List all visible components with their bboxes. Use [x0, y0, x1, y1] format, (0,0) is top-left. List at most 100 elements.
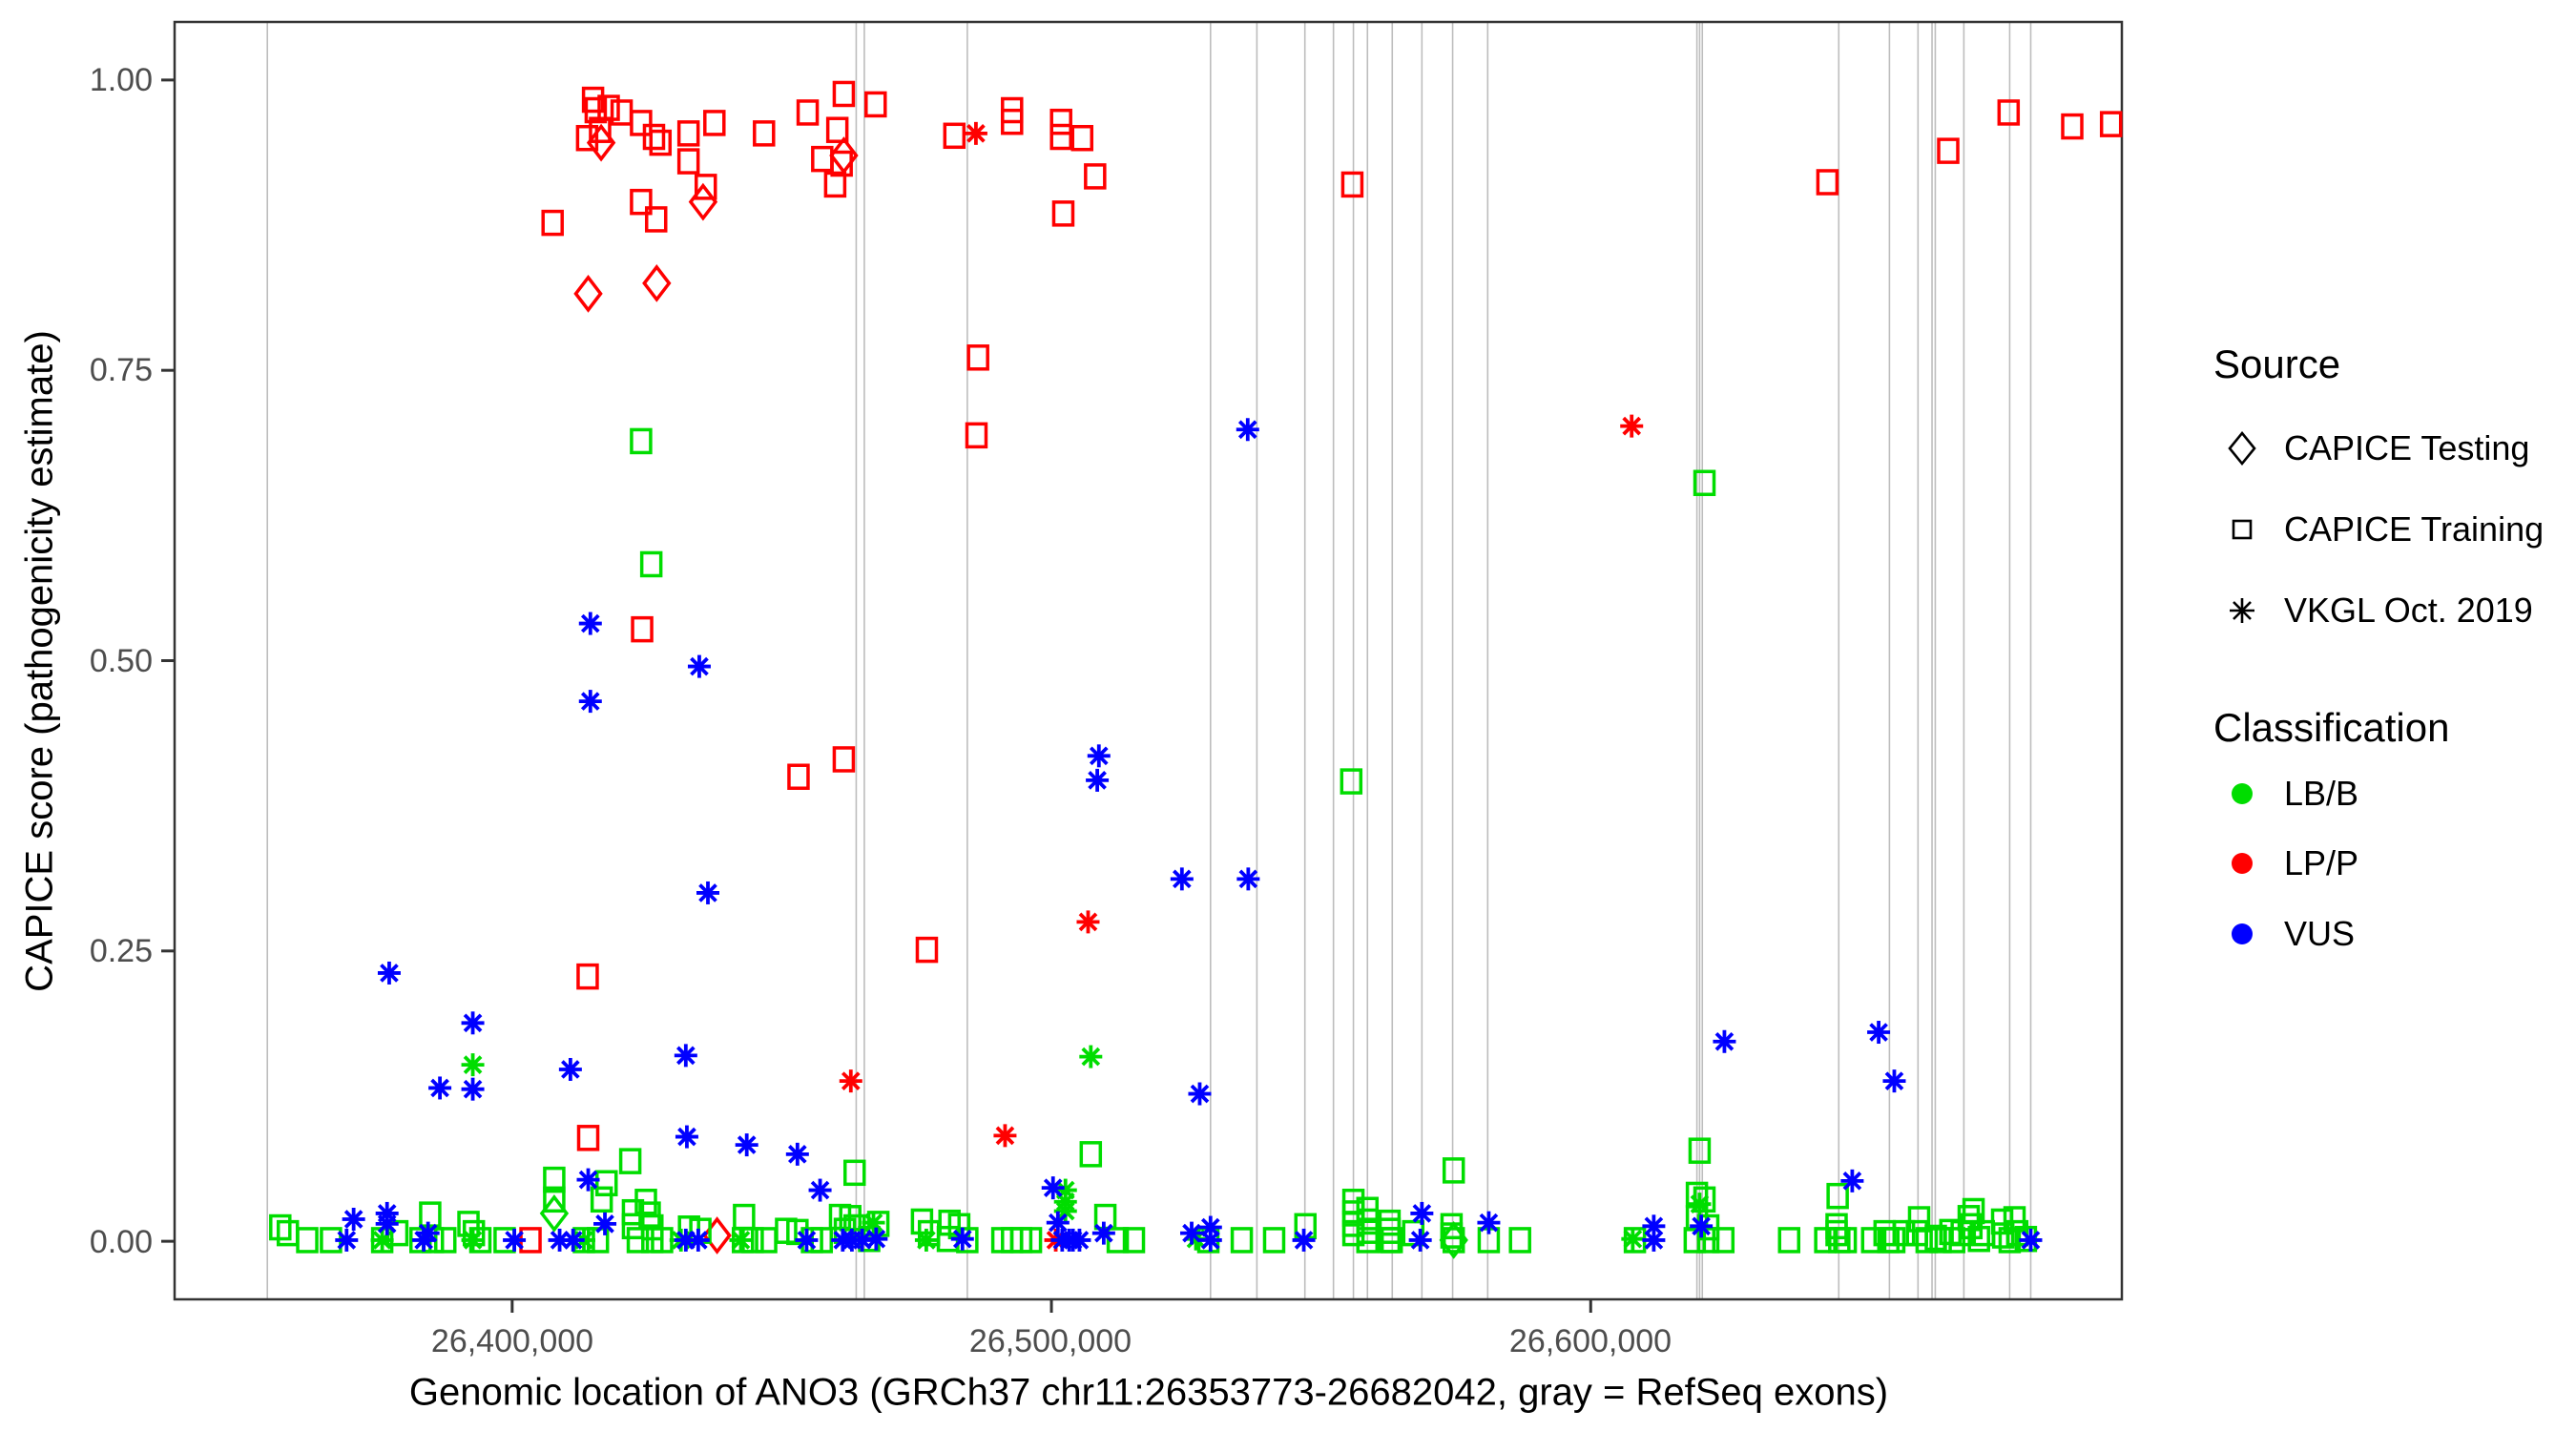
x-axis-title: Genomic location of ANO3 (GRCh37 chr11:2… [408, 1371, 1889, 1414]
data-point-square [630, 110, 653, 136]
data-point-square [2003, 1206, 2026, 1233]
data-point-square [1696, 1227, 1720, 1254]
data-point-square [1049, 123, 1072, 151]
data-point-square [832, 746, 856, 773]
data-point-square [1967, 1225, 1990, 1253]
data-point-square [1777, 1227, 1801, 1254]
data-point-asterisk [1091, 1221, 1115, 1245]
data-point-square [296, 1227, 319, 1254]
data-point-square [642, 123, 666, 151]
legend-item-label: CAPICE Training [2284, 509, 2545, 549]
plot-panel-border [173, 20, 2124, 1301]
data-point-asterisk [735, 1133, 758, 1157]
data-point-square [703, 110, 726, 136]
diamond-icon [2221, 427, 2263, 469]
data-point-square [1508, 1227, 1531, 1254]
data-point-square [594, 1170, 618, 1197]
legend-item-vus: VUS [2221, 903, 2355, 964]
data-point-asterisk [1086, 768, 1110, 792]
data-point-diamond [1439, 1221, 1468, 1259]
data-point-asterisk [1620, 414, 1644, 438]
data-point-square [630, 427, 653, 455]
data-point-square [644, 206, 668, 233]
data-point-square [543, 1166, 566, 1193]
data-point-asterisk [461, 1053, 485, 1077]
data-point-asterisk [795, 1228, 819, 1252]
data-point-asterisk [375, 1212, 399, 1235]
data-point-square [825, 116, 849, 143]
y-tick-label: 0.00 [89, 1224, 153, 1260]
data-point-asterisk [1410, 1201, 1434, 1225]
data-point-square [1122, 1227, 1146, 1254]
data-point-asterisk [1041, 1176, 1065, 1200]
data-point-square [1019, 1227, 1043, 1254]
data-point-diamond [829, 136, 859, 175]
data-point-asterisk [1236, 418, 1259, 442]
data-point-asterisk [1068, 1228, 1091, 1252]
data-point-asterisk [1079, 1045, 1103, 1068]
y-axis-title: CAPICE score (pathogenicity estimate) [18, 330, 61, 992]
data-point-asterisk [578, 690, 602, 714]
data-point-asterisk [576, 1168, 600, 1192]
legend-item-vkgl: VKGL Oct. 2019 [2221, 580, 2533, 641]
data-point-asterisk [1867, 1021, 1891, 1045]
data-point-asterisk [561, 1228, 585, 1252]
data-point-square [1049, 108, 1072, 135]
legend-item-label: VKGL Oct. 2019 [2284, 591, 2533, 630]
data-point-square [543, 1186, 566, 1213]
data-point-square [864, 91, 887, 118]
legend-item-lbb: LB/B [2221, 763, 2358, 824]
data-point-square [1070, 124, 1094, 152]
data-point-asterisk [839, 1069, 862, 1093]
data-point-square [589, 116, 612, 143]
data-point-asterisk [1292, 1228, 1316, 1252]
y-tick-label: 0.75 [89, 352, 153, 388]
data-point-square [649, 129, 673, 156]
data-point-square [965, 422, 988, 449]
data-point-asterisk [461, 1011, 485, 1035]
data-point-diamond [539, 1194, 570, 1233]
data-point-asterisk [687, 654, 711, 678]
data-point-asterisk [675, 1125, 698, 1149]
data-point-square [787, 763, 810, 790]
data-point-square [576, 963, 599, 990]
data-point-square [1998, 1227, 2022, 1254]
data-point-square [1937, 137, 1960, 164]
data-point-square [541, 209, 564, 237]
data-point-asterisk [862, 1211, 885, 1234]
data-point-square [576, 1125, 600, 1151]
data-point-square [1688, 1137, 1712, 1164]
data-point-square [842, 1159, 866, 1187]
data-point-square [419, 1201, 442, 1228]
data-point-asterisk [1188, 1082, 1212, 1106]
data-point-asterisk [1621, 1227, 1645, 1251]
data-point-square [1712, 1227, 1735, 1254]
data-point-square [823, 171, 847, 198]
data-point-square [694, 174, 717, 200]
data-point-asterisk [950, 1227, 974, 1251]
asterisk-icon [2221, 590, 2263, 632]
x-tick-label: 26,500,000 [968, 1323, 1132, 1359]
data-point-square [775, 1217, 798, 1244]
data-point-asterisk [428, 1076, 452, 1100]
data-point-asterisk [370, 1228, 394, 1252]
data-point-square [1079, 1141, 1103, 1168]
data-point-square [1001, 108, 1024, 135]
data-point-square [1230, 1227, 1254, 1254]
data-point-asterisk [686, 1228, 710, 1252]
data-point-square [1907, 1206, 1931, 1233]
data-point-asterisk [993, 1124, 1017, 1148]
vus-circle-icon [2221, 913, 2263, 955]
legend-item-label: VUS [2284, 914, 2356, 953]
data-point-square [966, 344, 989, 371]
data-point-asterisk [914, 1228, 938, 1252]
data-point-square [1939, 1218, 1963, 1246]
data-point-square [1084, 163, 1107, 190]
data-point-diamond [642, 264, 672, 302]
data-point-square [457, 1211, 480, 1237]
data-point-asterisk [850, 1228, 874, 1252]
data-point-square [676, 148, 700, 175]
data-point-square [1816, 169, 1839, 196]
data-point-square [832, 80, 856, 108]
